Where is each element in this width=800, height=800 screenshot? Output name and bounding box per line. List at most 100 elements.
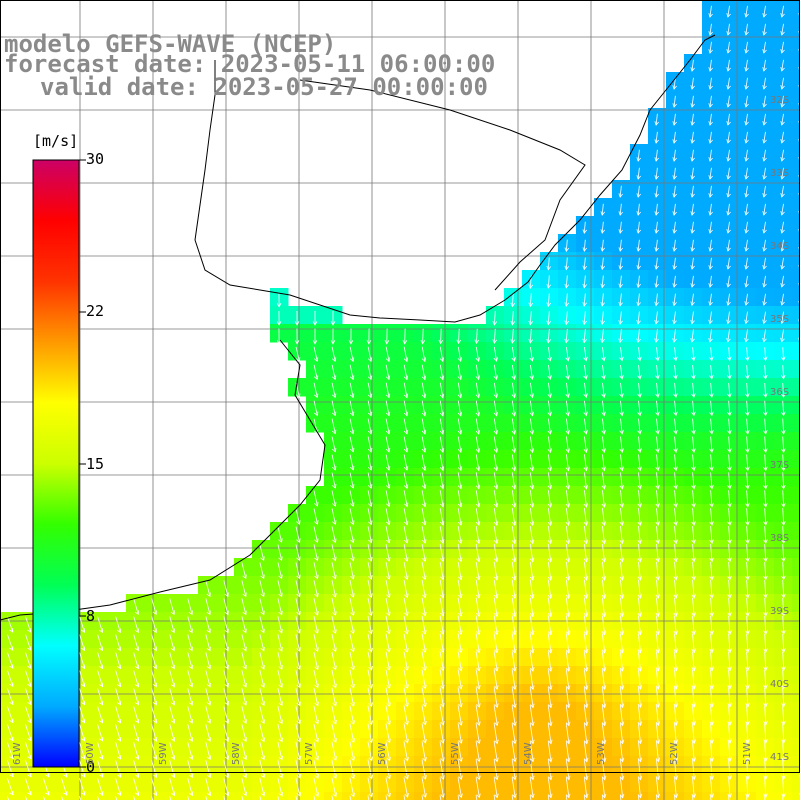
wind-arrow [746, 777, 749, 798]
wind-arrow-head [601, 630, 607, 636]
wind-arrow [439, 633, 444, 653]
wind-arrow-head [600, 301, 605, 307]
wind-arrow [457, 687, 462, 708]
wind-arrow [475, 561, 480, 580]
wind-arrow [601, 221, 604, 234]
wind-arrow [746, 561, 749, 580]
wind-arrow [367, 759, 373, 779]
wind-arrow [764, 436, 767, 453]
wind-arrow [565, 597, 570, 617]
wind-arrow [79, 778, 86, 796]
wind-arrow-head [493, 557, 499, 563]
wind-arrow-head [314, 411, 319, 417]
title-forecast-date: forecast date: 2023-05-11 06:00:00 [4, 50, 496, 78]
wind-arrow-head [314, 737, 319, 743]
wind-arrow-head [601, 557, 607, 563]
wind-arrow-head [673, 594, 678, 599]
wind-arrow [457, 472, 462, 489]
wind-arrow [764, 526, 767, 544]
wind-arrow-head [601, 721, 607, 727]
wind-arrow [781, 23, 784, 36]
wind-arrow [97, 795, 100, 800]
wind-arrow-head [637, 793, 643, 799]
wind-arrow [511, 777, 516, 798]
wind-arrow [151, 777, 157, 796]
wind-arrow-head [583, 721, 589, 727]
wind-arrow [421, 615, 426, 635]
wind-arrow-head [672, 247, 677, 252]
field-cell [36, 792, 55, 800]
wind-arrow [691, 275, 694, 288]
wind-arrow-head [457, 429, 463, 435]
wind-arrow-head [709, 593, 714, 599]
wind-arrow [511, 418, 516, 435]
wind-arrow-head [780, 228, 785, 234]
wind-arrow [367, 597, 372, 616]
wind-arrow-head [332, 629, 337, 635]
wind-arrow [638, 525, 641, 544]
wind-arrow [620, 418, 623, 434]
wind-arrow-head [493, 594, 499, 599]
wind-arrow-head [727, 593, 732, 599]
wind-arrow-head [260, 755, 265, 761]
wind-arrow-head [242, 646, 247, 652]
wind-arrow [746, 544, 749, 562]
wind-arrow [782, 400, 785, 416]
wind-arrow-head [781, 775, 786, 780]
wind-arrow-head [726, 337, 731, 343]
field-cell [792, 396, 800, 415]
wind-arrow [565, 777, 570, 798]
wind-arrow [493, 436, 498, 453]
wind-arrow [710, 651, 713, 671]
lat-label: 38S [770, 533, 790, 544]
wind-arrow-head [565, 576, 571, 581]
wind-arrow-head [781, 393, 786, 398]
wind-arrow-head [367, 357, 373, 363]
colorbar-tick-15: 15 [86, 455, 105, 473]
field-cell [360, 792, 379, 800]
wind-arrow [349, 508, 354, 525]
wind-arrow-head [421, 393, 427, 399]
wind-arrow [133, 795, 136, 800]
wind-arrow [475, 346, 480, 362]
wind-arrow-head [583, 594, 589, 600]
wind-arrow [710, 543, 713, 562]
wind-arrow-head [314, 774, 319, 779]
field-cell [324, 792, 343, 800]
wind-arrow-head [296, 755, 301, 761]
wind-arrow-head [350, 792, 355, 798]
wind-arrow-head [546, 320, 551, 326]
wind-arrow-head [511, 557, 517, 563]
wind-arrow-head [691, 356, 696, 362]
wind-arrow-head [601, 539, 607, 545]
wind-arrow-head [691, 429, 696, 435]
wind-arrow [638, 651, 641, 671]
wind-arrow-head [762, 337, 767, 343]
wind-arrow [493, 382, 498, 398]
wind-arrow [656, 436, 659, 453]
wind-arrow [457, 669, 462, 689]
wind-arrow-head [296, 574, 301, 580]
wind-arrow-head [529, 375, 534, 381]
wind-arrow-head [529, 521, 535, 527]
wind-arrow [277, 723, 283, 742]
wind-arrow [746, 669, 749, 689]
wind-arrow-head [726, 193, 731, 198]
wind-arrow [691, 203, 694, 216]
wind-arrow-head [116, 628, 121, 634]
wind-arrow-head [708, 229, 713, 234]
wind-arrow-head [332, 465, 337, 471]
wind-arrow-head [512, 703, 517, 709]
wind-arrow-head [529, 448, 535, 454]
wind-arrow-head [188, 737, 193, 742]
wind-arrow-head [260, 556, 265, 562]
wind-arrow [475, 382, 480, 398]
wind-arrow [745, 95, 748, 108]
wind-arrow [710, 759, 713, 780]
wind-arrow-head [655, 612, 661, 618]
wind-arrow-head [296, 629, 301, 634]
field-cell [180, 792, 199, 800]
wind-arrow-head [601, 757, 607, 763]
wind-arrow-head [726, 67, 731, 72]
wind-arrow-head [780, 174, 785, 180]
